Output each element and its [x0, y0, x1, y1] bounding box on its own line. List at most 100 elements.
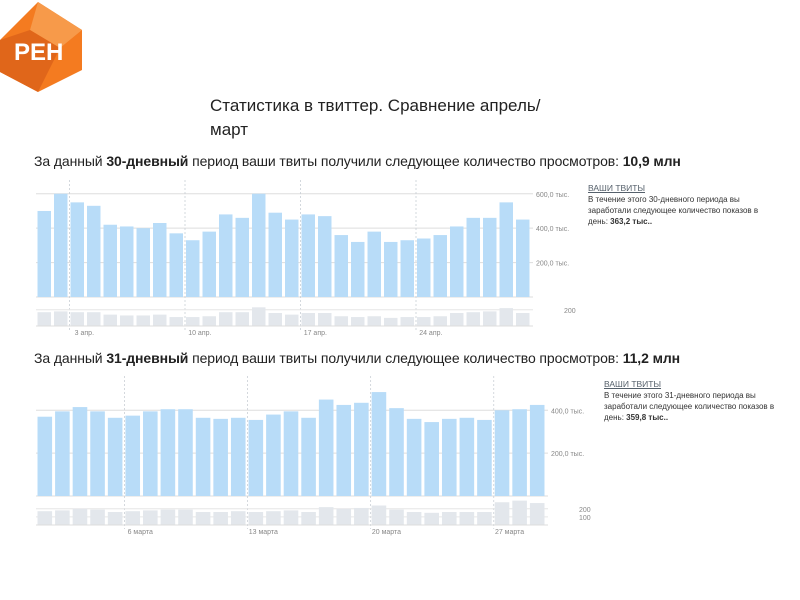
- mini-bar: [283, 510, 299, 525]
- x-tick-label: 27 марта: [495, 529, 524, 536]
- mini-bar: [354, 507, 369, 525]
- chart2-headline: За данный 31-дневный период ваши твиты п…: [34, 350, 680, 366]
- mini-bar: [384, 317, 398, 326]
- side-title[interactable]: ВАШИ ТВИТЫ: [604, 379, 662, 389]
- mini-bar: [120, 315, 134, 326]
- mini-bar: [351, 317, 365, 326]
- bar: [202, 231, 216, 297]
- slide-title: Статистика в твиттер. Сравнение апрель/м…: [210, 96, 541, 139]
- mini-bar: [318, 313, 332, 326]
- bar: [441, 418, 457, 496]
- mini-bar: [213, 512, 228, 525]
- bar: [417, 238, 431, 297]
- mini-bar: [433, 316, 447, 326]
- mini-tick-label: 100: [579, 515, 591, 522]
- bar: [252, 193, 266, 297]
- mini-bar: [494, 502, 510, 525]
- bar: [384, 241, 398, 297]
- mini-bar: [219, 312, 233, 326]
- mini-bar: [70, 312, 84, 326]
- mini-bar: [55, 510, 70, 525]
- mini-bar: [285, 314, 299, 326]
- chart2-side-panel: ВАШИ ТВИТЫ В течение этого 31-дневного п…: [604, 379, 779, 423]
- bar: [285, 219, 299, 297]
- mini-bar: [459, 512, 475, 525]
- ren-logo: РЕН: [0, 2, 82, 92]
- bar: [107, 417, 123, 496]
- bar: [516, 219, 530, 297]
- bar: [301, 214, 315, 297]
- bar: [318, 216, 332, 297]
- bar: [72, 407, 88, 496]
- bar: [87, 205, 101, 297]
- bar: [195, 417, 211, 496]
- bar: [90, 411, 105, 496]
- mini-bar: [54, 311, 68, 326]
- mini-tick-label: 200: [564, 308, 576, 315]
- bar: [219, 214, 233, 297]
- mini-bar: [516, 313, 530, 326]
- bar: [301, 417, 316, 496]
- chart1-side-panel: ВАШИ ТВИТЫ В течение этого 30-дневного п…: [588, 183, 763, 227]
- bar: [450, 226, 464, 297]
- mini-bar: [483, 311, 497, 326]
- side-title[interactable]: ВАШИ ТВИТЫ: [588, 183, 646, 193]
- bar: [178, 409, 193, 496]
- bar: [459, 417, 475, 496]
- mini-bar: [268, 313, 282, 326]
- side-text: В течение этого 30-дневного периода вы з…: [588, 195, 759, 226]
- mini-bar: [301, 313, 315, 326]
- bar: [54, 193, 68, 297]
- mini-bar: [417, 317, 431, 326]
- mini-bar: [450, 313, 464, 326]
- y-tick-label: 400,0 тыс.: [551, 408, 584, 415]
- headline-mid: период ваши твиты получили следующее кол…: [188, 350, 623, 366]
- mini-bar: [529, 503, 545, 525]
- bar: [70, 202, 84, 297]
- logo-text: РЕН: [14, 39, 63, 66]
- mini-bar: [195, 512, 211, 525]
- headline-total: 10,9 млн: [622, 153, 681, 169]
- mini-bar: [143, 510, 158, 525]
- mini-bar: [252, 307, 266, 326]
- mini-bar: [202, 316, 216, 326]
- mini-bar: [186, 317, 200, 326]
- mini-bar: [153, 314, 167, 326]
- bar: [494, 410, 510, 496]
- mini-bar: [301, 512, 316, 525]
- mini-bar: [371, 505, 387, 525]
- mini-bar: [466, 312, 480, 326]
- bar: [230, 417, 246, 496]
- mini-bar: [169, 317, 183, 326]
- bar: [466, 217, 480, 297]
- bar: [283, 411, 299, 496]
- mini-bar: [499, 308, 513, 326]
- mini-bar: [230, 511, 246, 525]
- mini-bar: [318, 507, 334, 525]
- side-value: 363,2 тыс..: [610, 217, 653, 226]
- bar: [400, 240, 414, 297]
- mini-bar: [336, 508, 352, 525]
- bar: [103, 224, 117, 297]
- bar: [268, 212, 282, 297]
- mini-bar: [367, 316, 381, 326]
- mini-bar: [477, 512, 492, 525]
- mini-bar: [248, 512, 264, 525]
- bar: [120, 226, 134, 297]
- mini-bar: [72, 508, 88, 525]
- mini-bar: [389, 509, 404, 525]
- mini-bar: [334, 316, 348, 326]
- bar: [153, 223, 167, 297]
- mini-bar: [103, 314, 117, 326]
- bar: [186, 240, 200, 297]
- mini-bar: [136, 315, 150, 326]
- mini-bar: [400, 317, 414, 326]
- bar: [37, 416, 53, 496]
- mini-tick-label: 200: [579, 507, 591, 514]
- x-tick-label: 6 марта: [128, 529, 153, 536]
- mini-bar: [90, 509, 105, 525]
- bar: [334, 235, 348, 297]
- bar: [55, 411, 70, 496]
- bar: [512, 409, 527, 496]
